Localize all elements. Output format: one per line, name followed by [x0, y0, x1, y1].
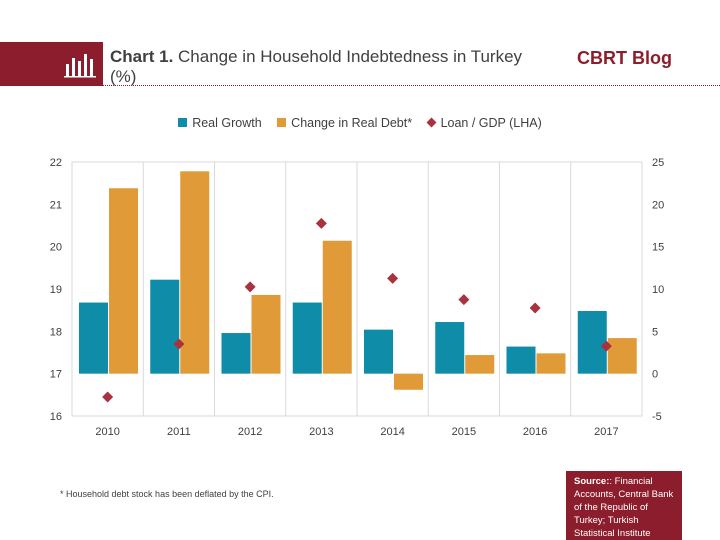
bar-real-growth — [577, 311, 607, 374]
bar-real-debt — [536, 353, 566, 374]
x-axis-tick-label: 2016 — [523, 426, 547, 438]
bar-real-debt — [607, 338, 637, 374]
left-axis-tick-label: 16 — [50, 411, 62, 423]
x-axis-tick-label: 2011 — [167, 426, 191, 438]
left-axis-tick-label: 19 — [50, 284, 62, 296]
bar-real-debt — [251, 294, 281, 374]
left-axis-tick-label: 21 — [50, 199, 62, 211]
bar-real-debt — [465, 355, 495, 374]
x-axis-tick-label: 2017 — [594, 426, 618, 438]
right-axis-tick-label: -5 — [652, 411, 662, 423]
x-axis-tick-label: 2010 — [95, 426, 119, 438]
legend-real-debt: Change in Real Debt* — [277, 116, 412, 130]
legend-label-real-debt: Change in Real Debt* — [291, 116, 413, 130]
bar-real-growth — [79, 302, 108, 374]
blog-name: CBRT Blog — [577, 48, 672, 68]
right-axis-tick-label: 5 — [652, 326, 658, 338]
right-axis-tick-label: 20 — [652, 199, 664, 211]
legend-loan-gdp: Loan / GDP (LHA) — [426, 116, 542, 130]
chart-legend: Real Growth Change in Real Debt* Loan / … — [0, 116, 720, 130]
source-text: : Financial Accounts, Central Bank of th… — [574, 476, 674, 539]
marker-loan-gdp — [387, 272, 399, 284]
left-axis-tick-label: 20 — [50, 242, 62, 254]
bar-real-debt — [322, 240, 352, 374]
bar-real-growth — [364, 329, 393, 374]
chart-title: Chart 1. Change in Household Indebtednes… — [110, 47, 530, 87]
source-label: Source: — [574, 476, 610, 487]
right-axis-tick-label: 10 — [652, 284, 664, 296]
bar-real-debt — [180, 171, 210, 374]
left-axis-tick-label: 22 — [50, 157, 62, 169]
marker-loan-gdp — [600, 340, 612, 352]
marker-loan-gdp — [173, 338, 185, 350]
legend-swatch-real-growth — [178, 118, 188, 127]
bar-real-growth — [221, 333, 251, 374]
bar-real-growth — [435, 322, 465, 374]
chart-plot: 16 17 18 19 20 21 22 -5 0 5 10 15 20 25 2010 2011 2012 20… — [50, 157, 665, 438]
x-axis-tick-label: 2012 — [238, 426, 262, 438]
footnote: * Household debt stock has been deflated… — [60, 489, 274, 499]
right-axis-tick-label: 25 — [652, 157, 664, 169]
x-axis-tick-label: 2015 — [452, 426, 476, 438]
marker-loan-gdp — [458, 294, 470, 306]
right-axis-tick-label: 0 — [652, 369, 658, 381]
bar-real-debt — [394, 373, 423, 390]
left-axis-tick-label: 17 — [50, 369, 62, 381]
bar-real-debt — [109, 188, 138, 374]
bar-real-growth — [292, 302, 322, 374]
x-axis-tick-label: 2013 — [309, 426, 333, 438]
legend-label-loan-gdp: Loan / GDP (LHA) — [440, 116, 542, 130]
marker-loan-gdp — [102, 391, 114, 403]
left-axis-tick-label: 18 — [50, 326, 62, 338]
bar-real-growth — [150, 279, 180, 374]
legend-real-growth: Real Growth — [178, 116, 262, 130]
title-number: Chart 1. — [110, 47, 174, 66]
title-text: Change in Household Indebtedness in Turk… — [110, 47, 523, 86]
marker-loan-gdp — [529, 302, 541, 314]
bar-real-growth — [506, 346, 536, 374]
marker-loan-gdp — [315, 217, 327, 229]
header-rule — [103, 85, 720, 86]
legend-marker-loan-gdp — [426, 117, 437, 128]
right-axis-tick-label: 15 — [652, 242, 664, 254]
legend-swatch-real-debt — [277, 118, 287, 127]
source-box: Source:: Financial Accounts, Central Ban… — [566, 471, 682, 540]
legend-label-real-growth: Real Growth — [192, 116, 262, 130]
x-axis-tick-label: 2014 — [380, 426, 404, 438]
marker-loan-gdp — [244, 281, 256, 293]
bar-chart-icon — [64, 54, 96, 78]
